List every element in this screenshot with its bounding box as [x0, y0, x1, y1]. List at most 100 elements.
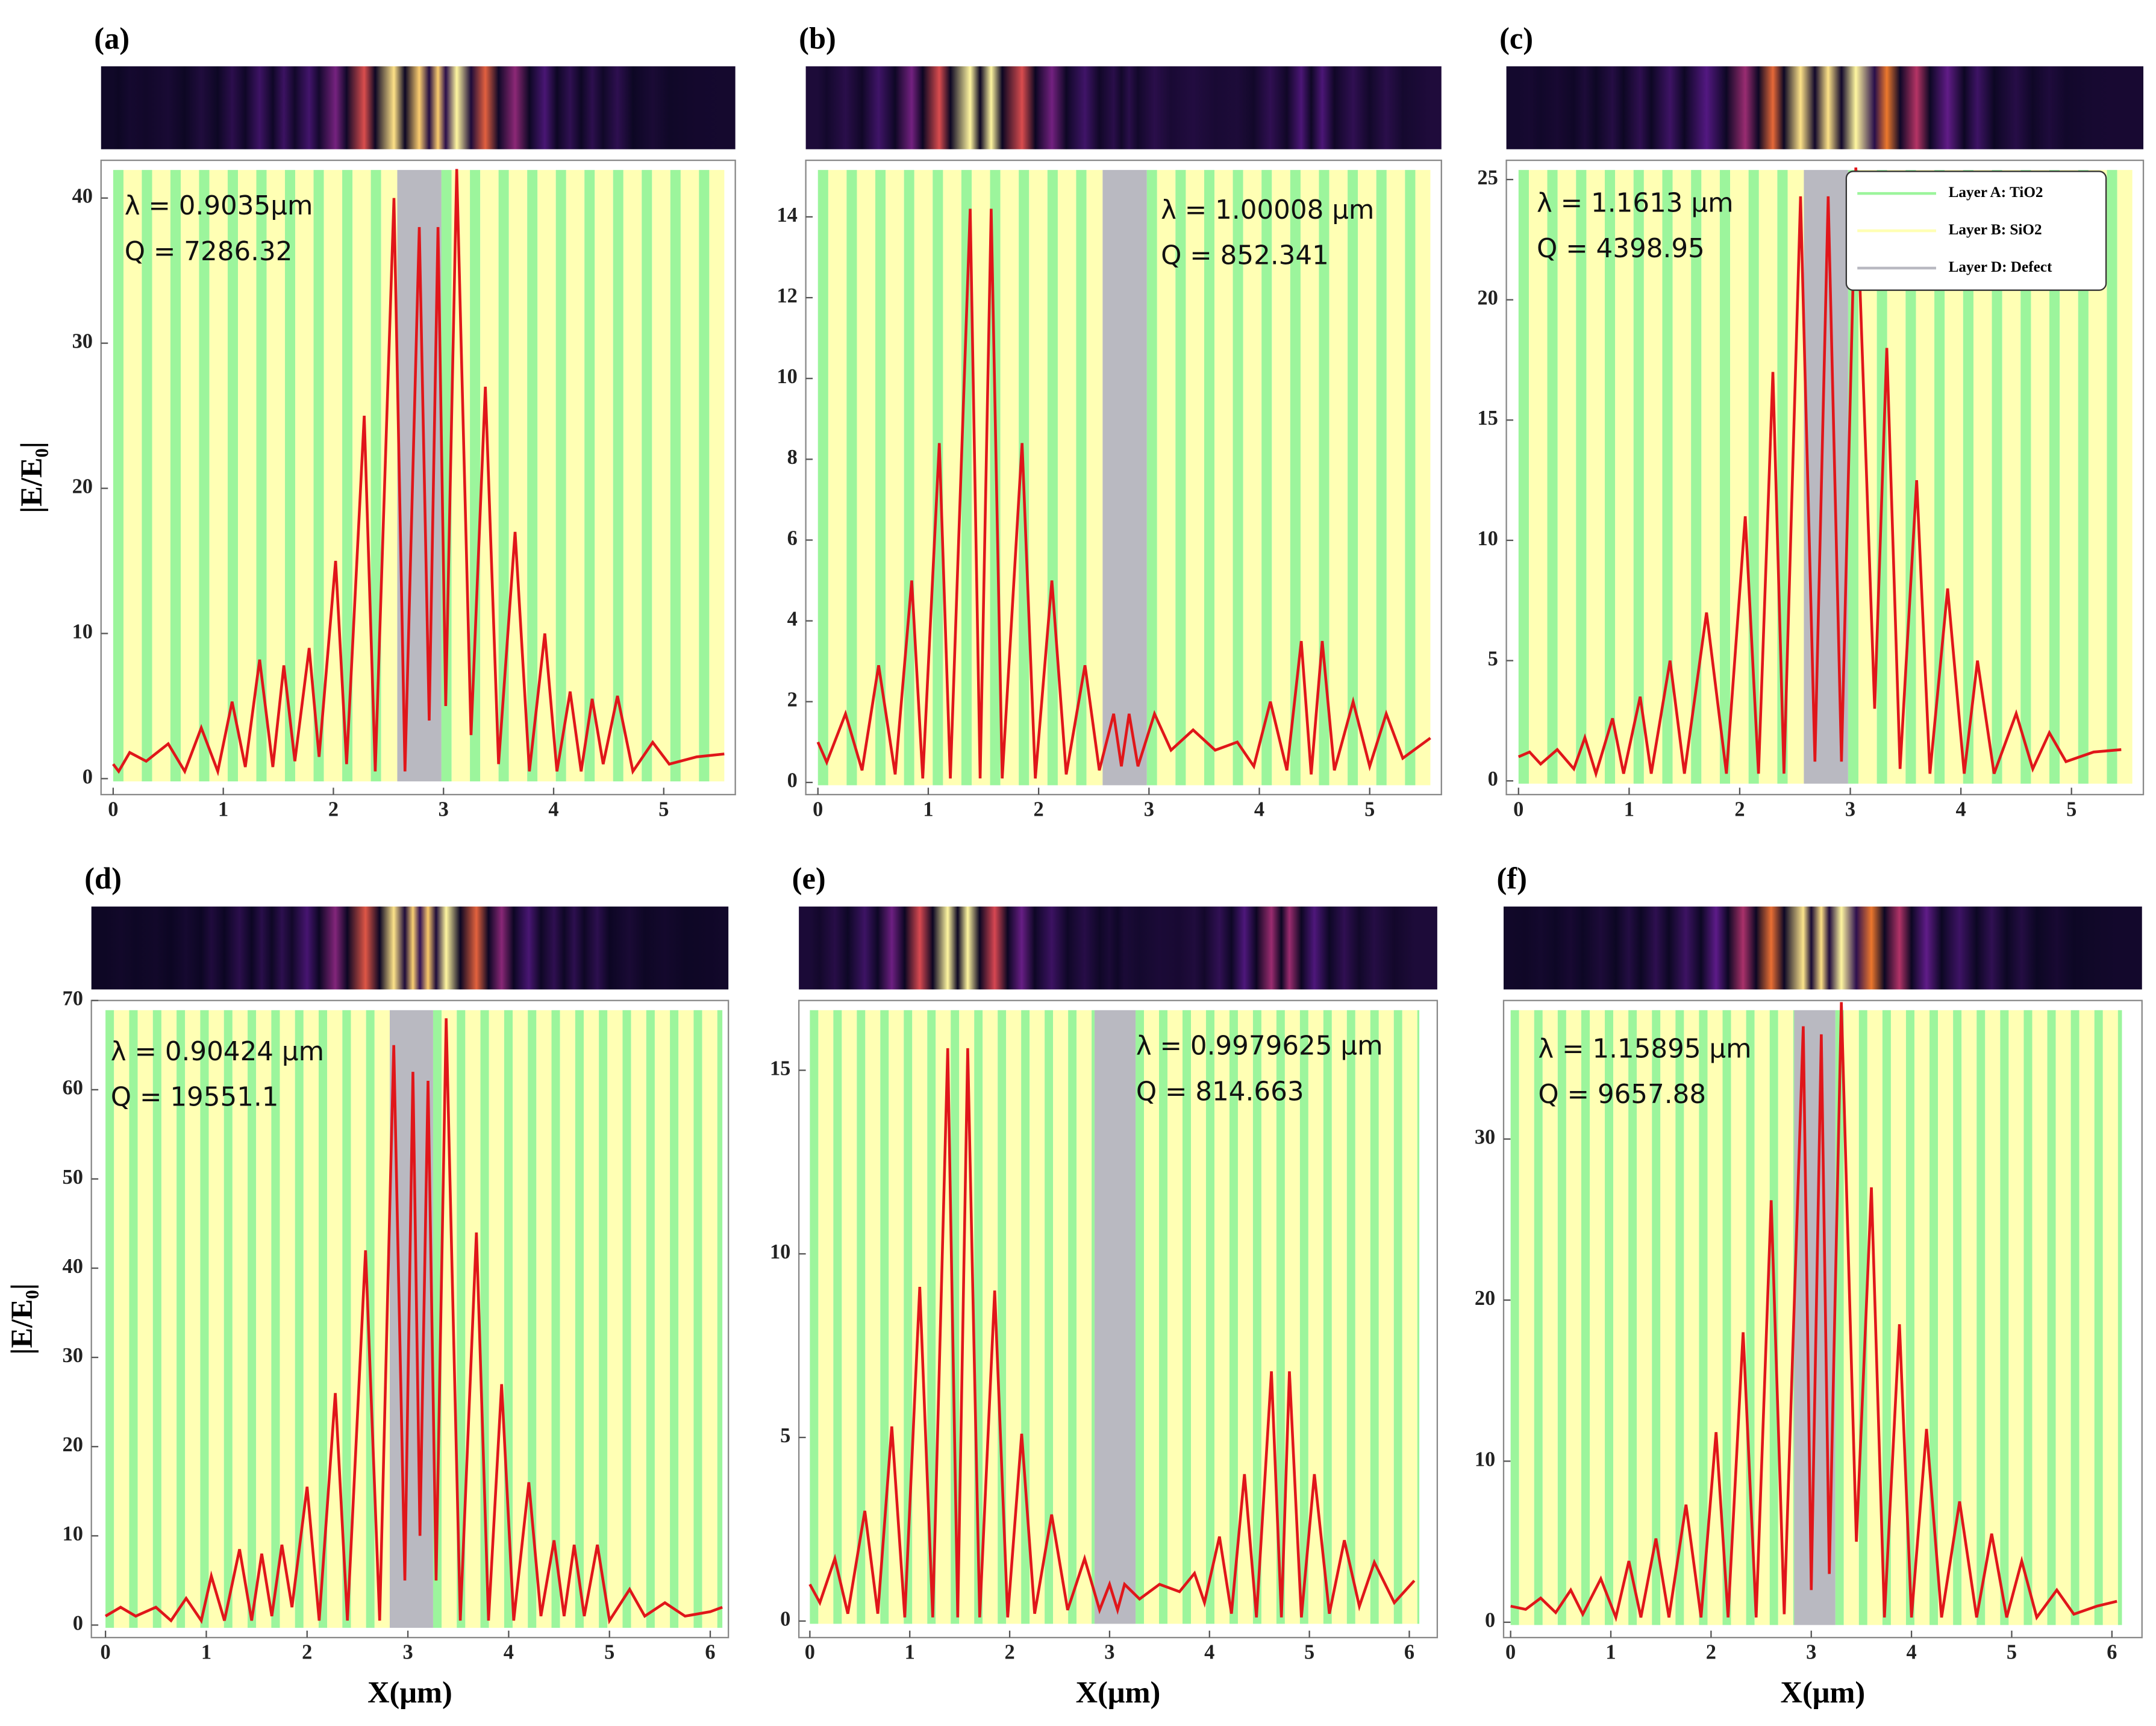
x-tick-label: 2	[1706, 1641, 1716, 1664]
layer-a	[1518, 170, 1529, 784]
layer-a	[1699, 1010, 1708, 1625]
y-tick-label: 10	[770, 1240, 790, 1263]
layer-b	[1985, 1010, 2001, 1625]
y-tick-label: 40	[72, 185, 93, 208]
y-tick-label: 30	[72, 330, 93, 353]
layer-a	[951, 1010, 960, 1624]
layer-a	[1534, 1010, 1543, 1625]
layer-b	[1672, 170, 1692, 784]
layer-b	[1191, 1010, 1206, 1624]
layer-b	[1086, 170, 1103, 786]
layer-b	[1660, 1010, 1676, 1625]
field-line	[1517, 167, 2122, 779]
layer-a	[1858, 1010, 1867, 1625]
layer-a	[646, 1010, 655, 1628]
layer-a	[1159, 1010, 1168, 1624]
layer-b	[1402, 1010, 1417, 1624]
layer-a	[129, 1010, 138, 1628]
panel-label: (d)	[84, 861, 122, 895]
layer-b	[1030, 1010, 1045, 1624]
layer-a	[1290, 170, 1301, 786]
layer-a	[693, 1010, 702, 1628]
layer-a	[1204, 170, 1215, 786]
layer-a	[555, 170, 566, 782]
layer-b	[209, 170, 228, 782]
layer-b	[238, 170, 257, 782]
y-tick-label: 20	[63, 1433, 83, 1456]
y-tick-label: 10	[72, 620, 93, 643]
x-tick-label: 5	[2007, 1641, 2017, 1664]
x-tick-label: 6	[2107, 1641, 2117, 1664]
layer-a	[1848, 170, 1859, 784]
layer-a	[699, 170, 710, 782]
layer-a	[846, 170, 857, 786]
layer-a	[256, 170, 267, 782]
panel-label: (e)	[792, 861, 826, 895]
annotation: Q = 4398.95	[1537, 234, 1705, 264]
x-tick-label: 4	[1254, 798, 1264, 821]
layer-a	[1934, 170, 1945, 784]
annotation: λ = 0.90424 μm	[111, 1037, 324, 1067]
x-tick-label: 3	[1104, 1641, 1114, 1664]
layer-b	[1355, 1010, 1370, 1624]
x-tick-label: 1	[1624, 798, 1634, 821]
annotation: λ = 1.00008 μm	[1161, 195, 1374, 225]
layer-b	[181, 170, 199, 782]
x-tick-label: 0	[1513, 798, 1523, 821]
layer-b	[1643, 170, 1663, 784]
layer-a	[857, 1010, 866, 1624]
layer-a	[366, 1010, 375, 1628]
layer-a	[1576, 170, 1587, 784]
x-tick-label: 1	[1605, 1641, 1616, 1664]
panel: (f) 0 1 2 3 4 5 6 0 10 20 30 λ = 1.15895 μm Q = 9657.…	[1475, 861, 2143, 1709]
layer-a	[642, 170, 652, 782]
layer-a	[1252, 1010, 1261, 1624]
layer-a	[142, 170, 152, 782]
panel: (c) 0 1 2 3 4 5 0 5 10 15 20 25 λ = 1.1613 μm Q = 4398…	[1477, 21, 2145, 821]
field-line	[816, 208, 1431, 779]
layer-a	[152, 1010, 161, 1628]
layer-a	[177, 1010, 186, 1628]
layer-b	[1331, 1010, 1347, 1624]
layer-b	[654, 1010, 670, 1628]
layer-a	[1405, 170, 1416, 786]
layer-b	[489, 1010, 504, 1628]
layer-b	[842, 1010, 857, 1624]
layer-b	[709, 170, 725, 782]
y-tick-label: 5	[780, 1424, 790, 1447]
field-line	[104, 1018, 723, 1625]
y-tick-label: 60	[63, 1077, 83, 1099]
layer-a	[2094, 1010, 2103, 1625]
x-tick-label: 4	[548, 798, 558, 821]
layer-a	[1323, 1010, 1332, 1624]
layer-a	[880, 1010, 889, 1624]
x-tick-label: 1	[905, 1641, 915, 1664]
y-tick-label: 20	[1475, 1287, 1495, 1310]
layer-b	[828, 170, 847, 786]
layer-b	[595, 170, 613, 782]
layer-b	[256, 1010, 272, 1628]
y-tick-label: 15	[770, 1057, 790, 1080]
y-tick-label: 10	[776, 365, 797, 388]
y-tick-label: 0	[83, 765, 93, 788]
panel-label: (c)	[1499, 21, 1533, 55]
layer-b	[1415, 170, 1431, 786]
layer-a	[457, 1010, 466, 1628]
layer-a	[1905, 1010, 1915, 1625]
layer-a	[1205, 1010, 1214, 1624]
layer-a	[2020, 170, 2031, 784]
layer-a	[227, 170, 239, 782]
layer-a	[1092, 1010, 1095, 1624]
layer-a	[1417, 1010, 1420, 1624]
layer-a	[998, 1010, 1007, 1624]
layer-b	[536, 1010, 552, 1628]
y-tick-label: 70	[63, 987, 83, 1010]
layer-a	[584, 170, 595, 782]
layer-a	[2107, 170, 2117, 784]
layer-b	[152, 170, 170, 782]
x-axis-label: X(μm)	[1781, 1675, 1866, 1709]
field-strip	[799, 906, 1437, 990]
layer-b	[1214, 170, 1233, 786]
y-tick-label: 4	[787, 607, 798, 630]
